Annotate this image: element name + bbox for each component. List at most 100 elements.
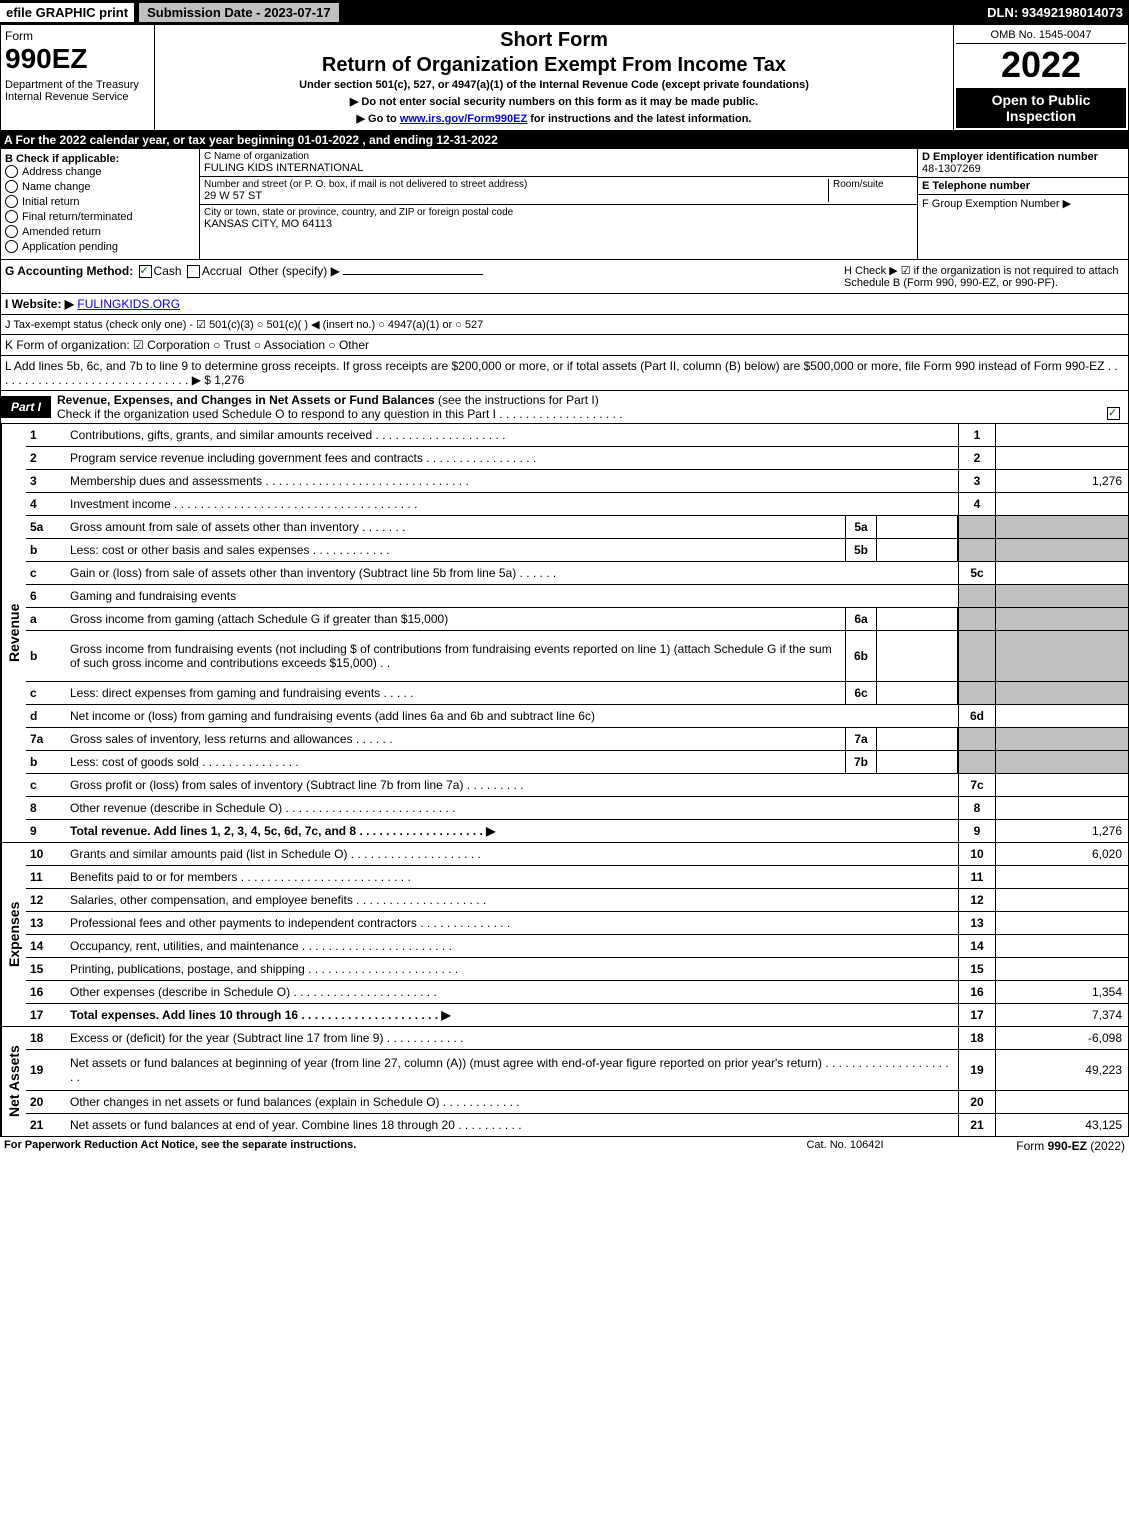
check-pending[interactable]: Application pending (5, 240, 195, 253)
org-name: FULING KIDS INTERNATIONAL (204, 162, 913, 174)
check-name[interactable]: Name change (5, 180, 195, 193)
expenses-side-label: Expenses (1, 843, 26, 1026)
check-accrual[interactable] (187, 265, 200, 278)
line-11-value (995, 866, 1128, 888)
header-left: Form 990EZ Department of the Treasury In… (1, 25, 155, 130)
city-value: KANSAS CITY, MO 64113 (204, 218, 913, 230)
header-note1: ▶ Do not enter social security numbers o… (159, 95, 949, 108)
top-bar: efile GRAPHIC print Submission Date - 20… (0, 0, 1129, 24)
line-15-value (995, 958, 1128, 980)
line-1-value (995, 424, 1128, 446)
line-12-value (995, 889, 1128, 911)
row-l: L Add lines 5b, 6c, and 7b to line 9 to … (0, 356, 1129, 391)
group-label: F Group Exemption Number ▶ (922, 197, 1124, 210)
line-9-value: 1,276 (995, 820, 1128, 842)
net-assets-section: Net Assets 18 Excess or (deficit) for th… (0, 1027, 1129, 1137)
line-5b: b Less: cost or other basis and sales ex… (26, 538, 1128, 561)
tel-label: E Telephone number (922, 180, 1124, 192)
check-address[interactable]: Address change (5, 165, 195, 178)
line-10: 10 Grants and similar amounts paid (list… (26, 843, 1128, 865)
check-amended[interactable]: Amended return (5, 225, 195, 238)
col-b-header: B Check if applicable: (5, 153, 195, 165)
row-k: K Form of organization: ☑ Corporation ○ … (0, 335, 1129, 356)
omb-number: OMB No. 1545-0047 (956, 27, 1126, 44)
line-14-value (995, 935, 1128, 957)
ein-label: D Employer identification number (922, 151, 1124, 163)
net-assets-side-label: Net Assets (1, 1027, 26, 1136)
line-6a-value (877, 608, 958, 630)
row-h: H Check ▶ ☑ if the organization is not r… (844, 264, 1124, 289)
line-19-value: 49,223 (995, 1050, 1128, 1090)
line-7c-value (995, 774, 1128, 796)
line-2-value (995, 447, 1128, 469)
line-8: 8 Other revenue (describe in Schedule O)… (26, 796, 1128, 819)
line-7a: 7a Gross sales of inventory, less return… (26, 727, 1128, 750)
header-center: Short Form Return of Organization Exempt… (155, 25, 953, 130)
check-initial[interactable]: Initial return (5, 195, 195, 208)
irs-link[interactable]: www.irs.gov/Form990EZ (400, 113, 527, 125)
line-18: 18 Excess or (deficit) for the year (Sub… (26, 1027, 1128, 1049)
column-c: C Name of organization FULING KIDS INTER… (200, 149, 917, 259)
info-block: B Check if applicable: Address change Na… (0, 149, 1129, 260)
expenses-section: Expenses 10 Grants and similar amounts p… (0, 843, 1129, 1027)
row-g-h: G Accounting Method: Cash Accrual Other … (0, 260, 1129, 294)
tax-year: 2022 (956, 44, 1126, 86)
revenue-section: Revenue 1 Contributions, gifts, grants, … (0, 424, 1129, 843)
line-6: 6 Gaming and fundraising events (26, 584, 1128, 607)
line-5c: c Gain or (loss) from sale of assets oth… (26, 561, 1128, 584)
row-j: J Tax-exempt status (check only one) - ☑… (0, 315, 1129, 335)
line-16-value: 1,354 (995, 981, 1128, 1003)
part1-header: Part I Revenue, Expenses, and Changes in… (0, 391, 1129, 424)
street-value: 29 W 57 ST (204, 190, 828, 202)
line-8-value (995, 797, 1128, 819)
line-14: 14 Occupancy, rent, utilities, and maint… (26, 934, 1128, 957)
line-4-value (995, 493, 1128, 515)
ein-value: 48-1307269 (922, 163, 1124, 175)
line-6d: d Net income or (loss) from gaming and f… (26, 704, 1128, 727)
column-def: D Employer identification number 48-1307… (917, 149, 1128, 259)
part1-schedule-o-check[interactable] (1107, 407, 1120, 420)
efile-label: efile GRAPHIC print (0, 3, 134, 22)
street-label: Number and street (or P. O. box, if mail… (204, 179, 828, 190)
line-2: 2 Program service revenue including gove… (26, 446, 1128, 469)
line-6a: a Gross income from gaming (attach Sched… (26, 607, 1128, 630)
line-3: 3 Membership dues and assessments . . . … (26, 469, 1128, 492)
line-11: 11 Benefits paid to or for members . . .… (26, 865, 1128, 888)
line-20-value (995, 1091, 1128, 1113)
line-13-value (995, 912, 1128, 934)
check-final[interactable]: Final return/terminated (5, 210, 195, 223)
line-20: 20 Other changes in net assets or fund b… (26, 1090, 1128, 1113)
dln-label: DLN: 93492198014073 (981, 3, 1129, 22)
city-label: City or town, state or province, country… (204, 207, 913, 218)
room-label: Room/suite (833, 179, 913, 190)
submission-date: Submission Date - 2023-07-17 (138, 2, 340, 23)
inspection-label: Open to Public Inspection (956, 88, 1126, 128)
footer-left: For Paperwork Reduction Act Notice, see … (4, 1139, 745, 1153)
line-21: 21 Net assets or fund balances at end of… (26, 1113, 1128, 1136)
line-3-value: 1,276 (995, 470, 1128, 492)
check-cash[interactable] (139, 265, 152, 278)
form-label: Form (5, 29, 150, 43)
part1-title: Revenue, Expenses, and Changes in Net As… (51, 391, 1128, 423)
line-5a-value (877, 516, 958, 538)
dept-label: Department of the Treasury Internal Reve… (5, 79, 150, 103)
line-6b: b Gross income from fundraising events (… (26, 630, 1128, 681)
part1-label: Part I (1, 396, 51, 418)
line-7b-value (877, 751, 958, 773)
footer-right: Form 990-EZ (2022) (945, 1139, 1125, 1153)
other-specify-input[interactable] (343, 274, 483, 275)
line-10-value: 6,020 (995, 843, 1128, 865)
website-link[interactable]: FULINGKIDS.ORG (77, 297, 180, 311)
line-7a-value (877, 728, 958, 750)
header-right: OMB No. 1545-0047 2022 Open to Public In… (953, 25, 1128, 130)
line-15: 15 Printing, publications, postage, and … (26, 957, 1128, 980)
line-18-value: -6,098 (995, 1027, 1128, 1049)
line-6c: c Less: direct expenses from gaming and … (26, 681, 1128, 704)
header-note2: ▶ Go to www.irs.gov/Form990EZ for instru… (159, 112, 949, 125)
title-short-form: Short Form (159, 29, 949, 52)
form-header: Form 990EZ Department of the Treasury In… (0, 24, 1129, 131)
line-12: 12 Salaries, other compensation, and emp… (26, 888, 1128, 911)
line-21-value: 43,125 (995, 1114, 1128, 1136)
line-9: 9 Total revenue. Add lines 1, 2, 3, 4, 5… (26, 819, 1128, 842)
line-7b: b Less: cost of goods sold . . . . . . .… (26, 750, 1128, 773)
